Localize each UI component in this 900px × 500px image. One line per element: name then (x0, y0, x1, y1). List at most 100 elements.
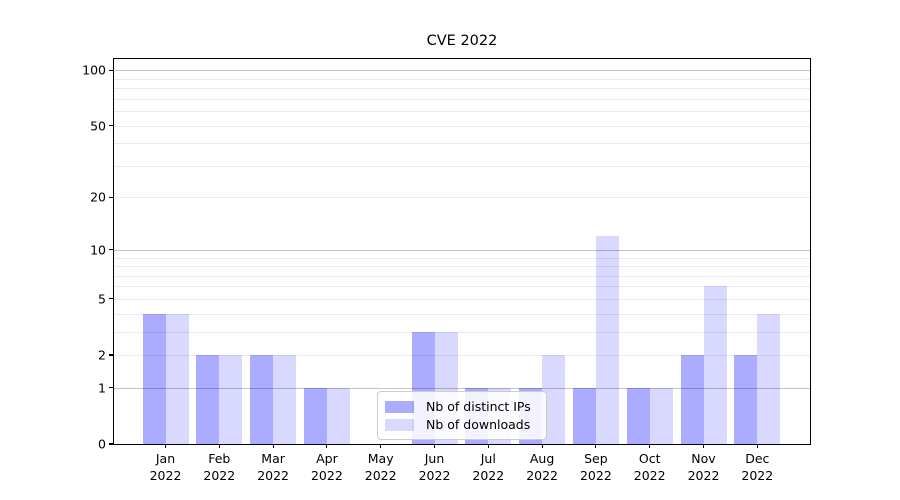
x-tick-month: Jul (480, 451, 496, 466)
y-tick-2 (109, 354, 113, 356)
bar-distinct-ips-mar (250, 355, 274, 444)
y-tick-label-5: 5 (98, 291, 106, 307)
x-tick-month: Jun (424, 451, 445, 466)
minor-gridline-40 (114, 143, 810, 145)
minor-gridline-6 (114, 286, 810, 288)
bar-downloads-dec (757, 313, 781, 444)
x-tick-month: Dec (745, 451, 770, 466)
x-tick-label-jun: Jun 2022 (403, 451, 467, 484)
legend: Nb of distinct IPs Nb of downloads (377, 391, 547, 440)
x-tick-year: 2022 (310, 467, 343, 483)
x-tick-year: 2022 (203, 467, 236, 483)
x-tick-month: Aug (529, 451, 555, 466)
x-tick-label-jan: Jan 2022 (134, 451, 198, 484)
legend-label-distinct-ips: Nb of distinct IPs (426, 399, 531, 414)
bar-downloads-jan (165, 313, 189, 444)
x-tick-label-jul: Jul 2022 (456, 451, 520, 484)
chart-title: CVE 2022 (426, 33, 498, 49)
y-tick-label-100: 100 (82, 62, 106, 78)
x-tick-year: 2022 (526, 467, 558, 483)
x-tick-apr (326, 444, 328, 448)
y-tick-50 (109, 124, 113, 127)
minor-gridline-4 (114, 313, 810, 315)
x-tick-year: 2022 (149, 467, 182, 483)
bar-downloads-mar (273, 355, 297, 444)
x-tick-label-sep: Sep 2022 (564, 451, 628, 484)
minor-gridline-60 (114, 111, 810, 113)
bar-downloads-feb (219, 355, 243, 444)
y-tick-label-10: 10 (90, 242, 106, 258)
x-tick-month: Mar (261, 451, 285, 466)
y-tick-20 (109, 196, 113, 198)
x-tick-mar (272, 444, 274, 448)
minor-gridline-9 (114, 257, 810, 259)
x-tick-month: May (367, 451, 394, 466)
x-tick-label-dec: Dec 2022 (725, 451, 789, 484)
y-tick-label-20: 20 (90, 189, 106, 205)
x-tick-month: Oct (638, 451, 661, 466)
minor-gridline-30 (114, 165, 810, 167)
minor-gridline-3 (114, 331, 810, 333)
major-gridline-1 (114, 387, 810, 389)
minor-gridline-80 (114, 88, 810, 90)
y-tick-label-2: 2 (98, 347, 106, 363)
bar-downloads-sep (595, 236, 619, 444)
x-tick-label-apr: Apr 2022 (295, 451, 359, 484)
x-tick-jun (433, 444, 436, 448)
minor-gridline-90 (114, 78, 810, 80)
bar-downloads-oct (649, 387, 673, 444)
minor-gridline-2 (114, 355, 810, 357)
x-tick-label-oct: Oct 2022 (618, 451, 682, 484)
x-tick-label-feb: Feb 2022 (187, 451, 251, 484)
x-tick-month: Feb (208, 451, 231, 466)
legend-item-downloads: Nb of downloads (385, 416, 538, 433)
x-tick-dec (756, 444, 758, 448)
x-tick-label-may: May 2022 (349, 451, 413, 484)
x-tick-year: 2022 (687, 467, 720, 483)
x-tick-month: Sep (584, 451, 608, 466)
x-tick-aug (541, 444, 543, 448)
y-tick-100 (109, 69, 113, 71)
x-tick-oct (649, 444, 651, 448)
plot-area (113, 58, 811, 445)
x-tick-year: 2022 (257, 467, 289, 483)
bar-downloads-nov (703, 286, 727, 444)
bar-distinct-ips-oct (626, 387, 650, 444)
minor-gridline-7 (114, 275, 810, 277)
bar-distinct-ips-nov (680, 355, 704, 444)
x-tick-jul (487, 444, 489, 448)
x-tick-nov (702, 444, 705, 448)
x-tick-year: 2022 (418, 467, 451, 483)
major-gridline-100 (114, 70, 810, 72)
x-tick-year: 2022 (633, 467, 666, 483)
minor-gridline-50 (114, 125, 810, 127)
major-gridline-10 (114, 249, 810, 251)
bar-distinct-ips-feb (196, 355, 220, 444)
x-tick-label-mar: Mar 2022 (241, 451, 305, 484)
minor-gridline-20 (114, 197, 810, 199)
bar-distinct-ips-jan (142, 313, 166, 444)
x-tick-month: Nov (691, 451, 716, 466)
y-tick-10 (109, 249, 113, 251)
bar-downloads-aug (542, 355, 566, 444)
y-tick-5 (109, 298, 113, 300)
x-tick-month: Apr (316, 451, 338, 466)
x-tick-sep (595, 444, 597, 448)
minor-gridline-8 (114, 266, 810, 268)
legend-label-downloads: Nb of downloads (426, 417, 531, 432)
x-tick-year: 2022 (741, 467, 774, 483)
y-tick-1 (109, 387, 113, 389)
x-tick-may (380, 444, 382, 448)
x-tick-year: 2022 (472, 467, 505, 483)
bar-downloads-apr (326, 387, 350, 444)
minor-gridline-70 (114, 98, 810, 100)
x-tick-year: 2022 (364, 467, 397, 483)
y-tick-label-0: 0 (98, 436, 106, 452)
y-tick-0 (109, 443, 113, 445)
legend-item-distinct-ips: Nb of distinct IPs (385, 398, 538, 415)
x-tick-month: Jan (155, 451, 176, 466)
legend-swatch-downloads (385, 418, 414, 431)
legend-swatch-distinct-ips (385, 400, 414, 413)
bar-distinct-ips-sep (572, 387, 596, 444)
x-tick-jan (164, 444, 167, 448)
